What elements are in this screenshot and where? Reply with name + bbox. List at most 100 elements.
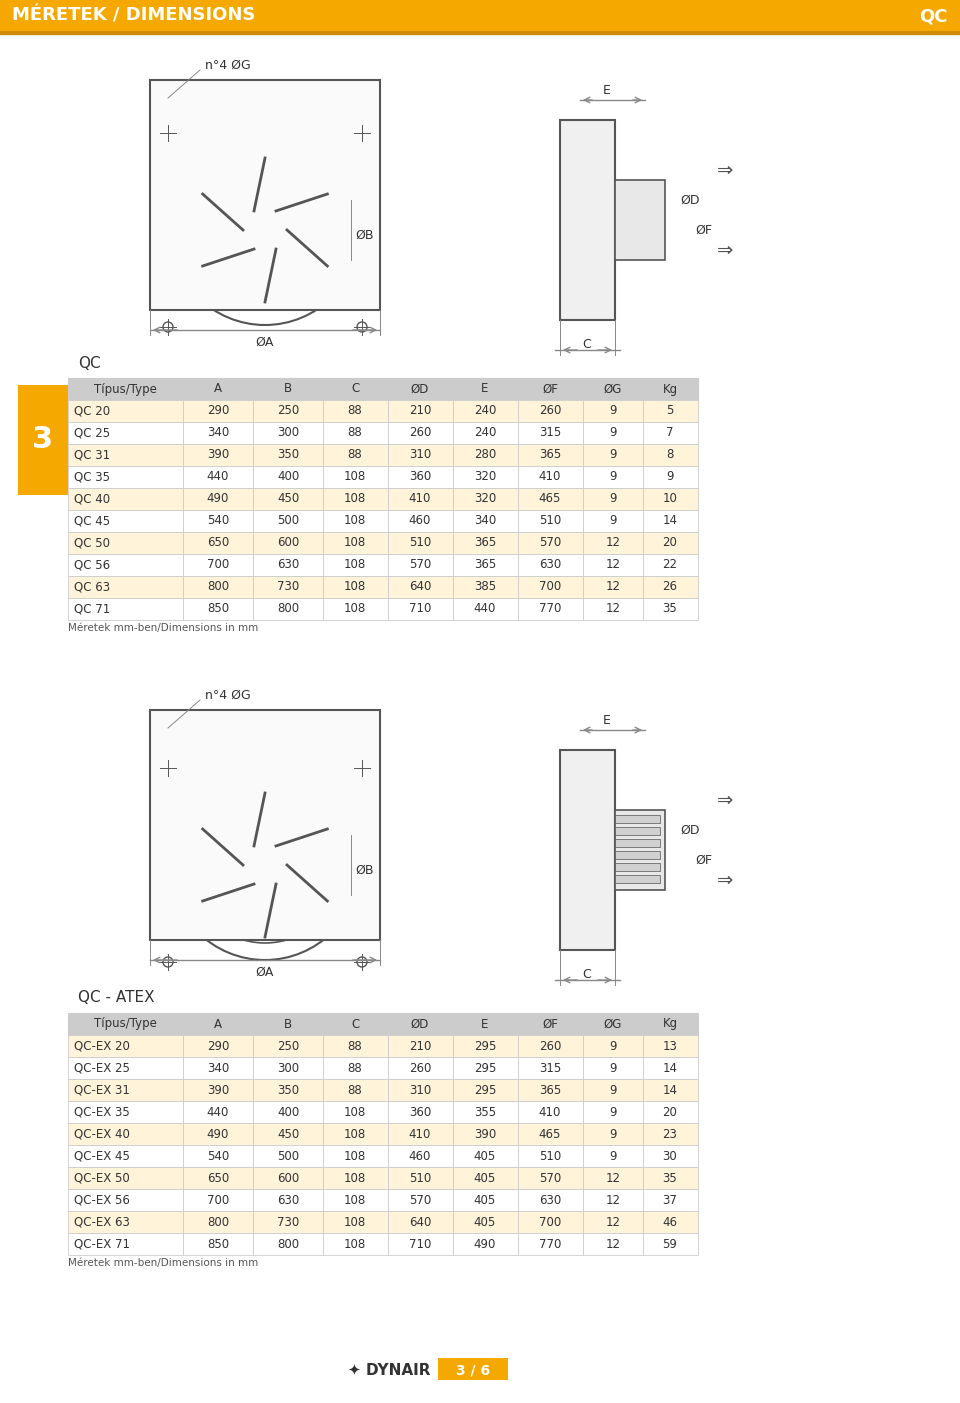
Bar [68, 422, 183, 443]
Text: ØD: ØD [680, 824, 700, 836]
Text: Típus/Type: Típus/Type [93, 383, 156, 396]
Bar [323, 422, 388, 443]
Bar [615, 863, 660, 871]
Text: 250: 250 [276, 404, 300, 418]
Bar [643, 1056, 698, 1079]
Text: 465: 465 [539, 1128, 562, 1141]
Text: QC 71: QC 71 [74, 602, 110, 616]
Text: QC-EX 63: QC-EX 63 [74, 1215, 130, 1229]
Text: 320: 320 [474, 492, 496, 505]
Bar [518, 577, 583, 598]
Bar [453, 488, 518, 511]
Text: 108: 108 [344, 536, 366, 550]
Text: ØG: ØG [604, 383, 622, 396]
Bar [183, 1211, 253, 1233]
Text: QC 35: QC 35 [74, 470, 110, 484]
Bar [253, 1035, 323, 1056]
Text: ⇒: ⇒ [717, 870, 733, 890]
Text: 405: 405 [474, 1215, 496, 1229]
Text: C: C [350, 1017, 359, 1030]
Bar [518, 1122, 583, 1145]
Text: 12: 12 [606, 581, 620, 593]
Text: QC 63: QC 63 [74, 581, 110, 593]
Bar [643, 1101, 698, 1122]
Text: 14: 14 [662, 515, 678, 528]
Bar [453, 532, 518, 554]
Bar [68, 1211, 183, 1233]
Bar [518, 443, 583, 466]
Text: 9: 9 [610, 492, 616, 505]
Text: 9: 9 [610, 1040, 616, 1052]
Bar [643, 400, 698, 422]
Bar [388, 488, 453, 511]
Bar [518, 400, 583, 422]
Text: 730: 730 [276, 1215, 300, 1229]
Text: E: E [481, 1017, 489, 1030]
Bar [583, 1167, 643, 1188]
Bar [583, 511, 643, 532]
Text: 295: 295 [474, 1062, 496, 1075]
Text: 7: 7 [666, 427, 674, 439]
Text: 640: 640 [409, 581, 431, 593]
Bar [183, 511, 253, 532]
Text: 12: 12 [606, 1194, 620, 1207]
Bar [453, 400, 518, 422]
Bar [518, 1167, 583, 1188]
Text: 500: 500 [276, 1149, 300, 1163]
Bar [253, 511, 323, 532]
Text: 22: 22 [662, 558, 678, 571]
Text: 450: 450 [276, 1128, 300, 1141]
Text: 108: 108 [344, 558, 366, 571]
Bar [183, 488, 253, 511]
Text: QC-EX 31: QC-EX 31 [74, 1083, 130, 1097]
Bar [323, 466, 388, 488]
Text: 12: 12 [606, 536, 620, 550]
Text: 260: 260 [539, 404, 562, 418]
Bar [388, 1101, 453, 1122]
Bar [183, 598, 253, 620]
Text: ⇒: ⇒ [717, 790, 733, 810]
Text: ØD: ØD [680, 194, 700, 206]
Text: 410: 410 [539, 470, 562, 484]
Bar [583, 377, 643, 400]
Text: C: C [583, 968, 591, 982]
Text: 510: 510 [409, 536, 431, 550]
Bar [183, 1079, 253, 1101]
Bar [253, 1101, 323, 1122]
Text: 9: 9 [610, 1106, 616, 1118]
Text: 9: 9 [610, 404, 616, 418]
Text: 310: 310 [409, 449, 431, 462]
Bar [183, 400, 253, 422]
Text: 37: 37 [662, 1194, 678, 1207]
Text: ØB: ØB [355, 863, 373, 877]
Text: 108: 108 [344, 1194, 366, 1207]
Bar [518, 1233, 583, 1256]
Bar [438, 1358, 508, 1381]
Bar [18, 384, 68, 495]
Bar [453, 1101, 518, 1122]
Text: ØA: ØA [255, 335, 275, 348]
Text: 510: 510 [539, 1149, 562, 1163]
Bar [253, 1233, 323, 1256]
Text: 9: 9 [666, 470, 674, 484]
Text: ✦ DYNAIR: ✦ DYNAIR [348, 1362, 430, 1378]
Bar [253, 443, 323, 466]
Bar [253, 1188, 323, 1211]
Text: n°4 ØG: n°4 ØG [205, 59, 251, 72]
Bar [615, 810, 665, 890]
Text: E: E [603, 714, 611, 727]
Bar [643, 377, 698, 400]
Text: 26: 26 [662, 581, 678, 593]
Text: ØF: ØF [695, 223, 712, 237]
Text: 355: 355 [474, 1106, 496, 1118]
Bar [323, 400, 388, 422]
Text: 460: 460 [409, 1149, 431, 1163]
Text: 9: 9 [610, 427, 616, 439]
Text: QC 56: QC 56 [74, 558, 110, 571]
Bar [583, 598, 643, 620]
Bar [643, 598, 698, 620]
Bar [253, 577, 323, 598]
Text: 108: 108 [344, 1215, 366, 1229]
Text: 770: 770 [539, 1237, 562, 1250]
Text: 88: 88 [348, 427, 362, 439]
